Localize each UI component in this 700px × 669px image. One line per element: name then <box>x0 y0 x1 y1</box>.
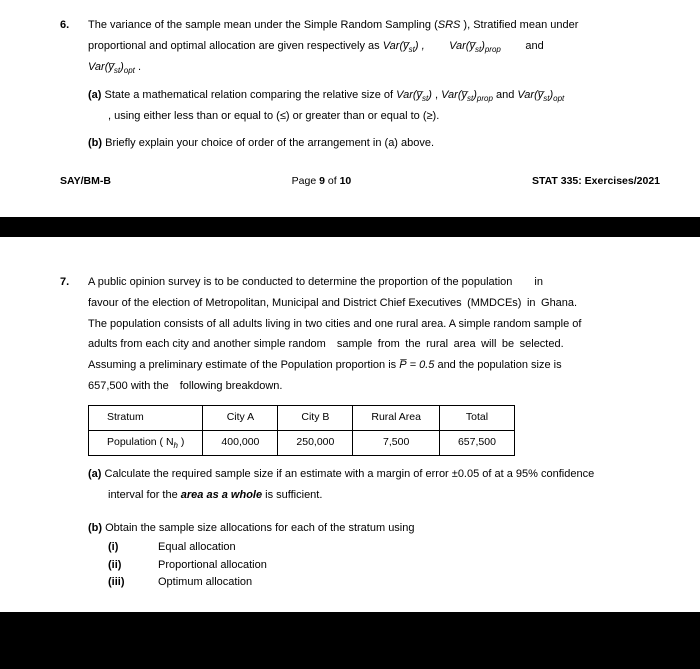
th-city-a: City A <box>203 406 278 431</box>
q7-p2: favour of the election of Metropolitan, … <box>88 293 660 314</box>
q7-part-a: (a) Calculate the required sample size i… <box>88 464 660 485</box>
footer-mid: Page 9 of 10 <box>292 172 352 192</box>
var-expr-3: Var(y̅st)opt <box>88 61 135 73</box>
th-city-b: City B <box>278 406 353 431</box>
q6-line2: proportional and optimal allocation are … <box>88 36 660 57</box>
list-item-iii: (iii)Optimum allocation <box>108 574 660 592</box>
allocation-list: (i)Equal allocation (ii)Proportional all… <box>108 539 660 592</box>
table-header-row: Stratum City A City B Rural Area Total <box>89 406 515 431</box>
q6-line3: Var(y̅st)opt . <box>88 57 660 78</box>
td-rural: 7,500 <box>353 431 440 456</box>
page-7: 7. A public opinion survey is to be cond… <box>0 237 700 612</box>
question-6: 6. The variance of the sample mean under… <box>60 15 660 154</box>
td-pop-label: Population ( Nh ) <box>89 431 203 456</box>
td-total: 657,500 <box>439 431 514 456</box>
th-rural: Rural Area <box>353 406 440 431</box>
var-expr-2: Var(y̅st)prop <box>449 40 501 52</box>
list-item-ii: (ii)Proportional allocation <box>108 557 660 575</box>
td-city-b: 250,000 <box>278 431 353 456</box>
footer-right: STAT 335: Exercises/2021 <box>532 172 660 192</box>
q7-body: A public opinion survey is to be conduct… <box>88 272 660 592</box>
q7-p1: A public opinion survey is to be conduct… <box>88 272 660 293</box>
q7-p5: Assuming a preliminary estimate of the P… <box>88 355 660 376</box>
question-7: 7. A public opinion survey is to be cond… <box>60 272 660 592</box>
q7-p6: 657,500 with the following breakdown. <box>88 376 660 397</box>
th-total: Total <box>439 406 514 431</box>
table-row: Population ( Nh ) 400,000 250,000 7,500 … <box>89 431 515 456</box>
q6-a-line2: , using either less than or equal to (≤)… <box>108 106 660 127</box>
page-footer: SAY/BM-B Page 9 of 10 STAT 335: Exercise… <box>60 172 660 192</box>
q6-part-b: (b) Briefly explain your choice of order… <box>88 133 660 154</box>
q7-a-line2: interval for the area as a whole is suff… <box>108 485 660 506</box>
q7-p3: The population consists of all adults li… <box>88 314 660 335</box>
q6-body: The variance of the sample mean under th… <box>88 15 660 154</box>
q7-p4: adults from each city and another simple… <box>88 334 660 355</box>
q6-part-a: (a) State a mathematical relation compar… <box>88 85 660 106</box>
th-stratum: Stratum <box>89 406 203 431</box>
footer-left: SAY/BM-B <box>60 172 111 192</box>
var-expr-1: Var(y̅st) , <box>383 40 425 52</box>
population-table: Stratum City A City B Rural Area Total P… <box>88 405 515 456</box>
q7-number: 7. <box>60 272 76 592</box>
q6-number: 6. <box>60 15 76 154</box>
list-item-i: (i)Equal allocation <box>108 539 660 557</box>
page-6: 6. The variance of the sample mean under… <box>0 0 700 217</box>
td-city-a: 400,000 <box>203 431 278 456</box>
q6-line1: The variance of the sample mean under th… <box>88 15 660 36</box>
q7-part-b: (b) Obtain the sample size allocations f… <box>88 518 660 539</box>
